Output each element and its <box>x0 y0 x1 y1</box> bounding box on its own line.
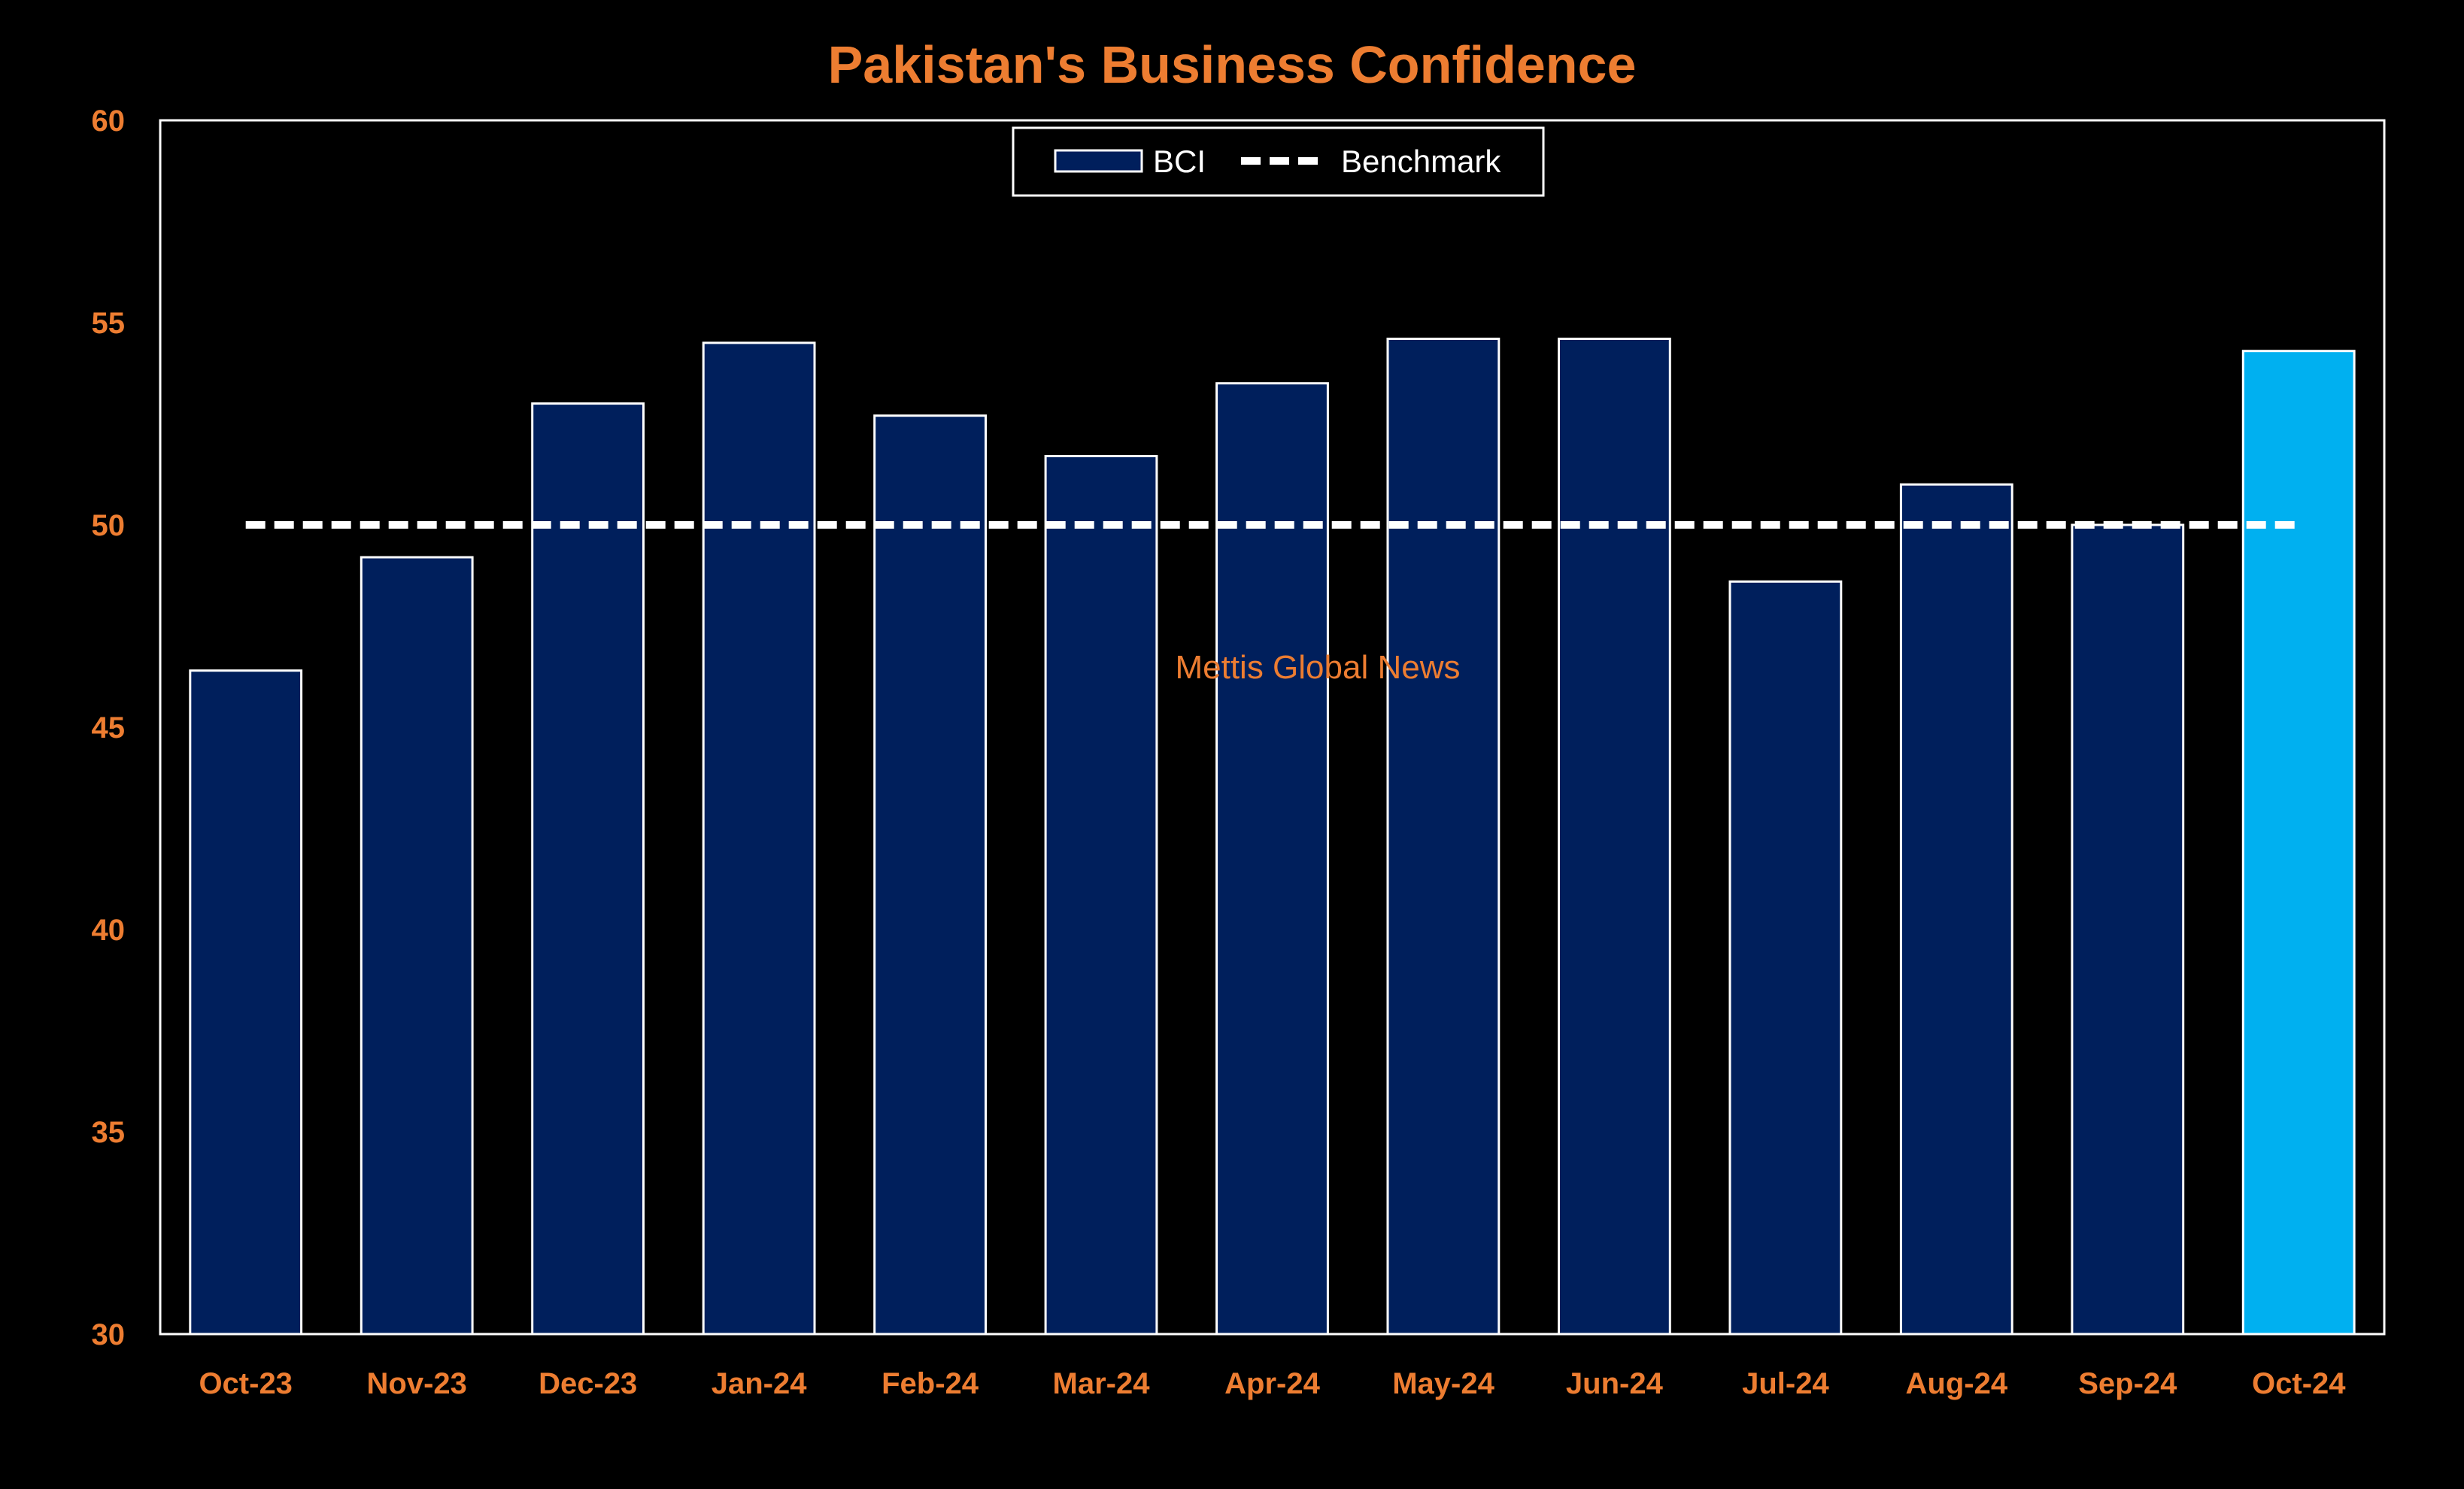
x-tick-label-jan-24: Jan-24 <box>712 1367 807 1400</box>
x-tick-label-jul-24: Jul-24 <box>1742 1367 1829 1400</box>
bar-oct-24 <box>2241 350 2356 1336</box>
bar-may-24 <box>1386 338 1501 1336</box>
bar-oct-23 <box>189 669 303 1336</box>
bar-jul-24 <box>1728 580 1843 1336</box>
y-tick-label-45: 45 <box>92 711 126 744</box>
y-axis: 30 35 40 45 50 55 60 <box>92 105 126 1351</box>
bar-jan-24 <box>702 341 816 1336</box>
y-tick-label-60: 60 <box>92 105 126 138</box>
bar-aug-24 <box>1899 483 2013 1336</box>
bar-feb-24 <box>873 414 987 1336</box>
x-tick-label-feb-24: Feb-24 <box>882 1367 979 1400</box>
x-tick-label-oct-24: Oct-24 <box>2252 1367 2346 1400</box>
legend-benchmark-label: Benchmark <box>1341 144 1501 179</box>
bars-layer <box>189 338 2356 1336</box>
y-tick-label-40: 40 <box>92 914 126 947</box>
y-tick-label-55: 55 <box>92 307 126 340</box>
x-tick-label-nov-23: Nov-23 <box>367 1367 467 1400</box>
bar-nov-23 <box>360 556 474 1336</box>
x-axis: Oct-23 Nov-23 Dec-23 Jan-24 Feb-24 Mar-24 Apr-… <box>199 1367 2346 1400</box>
chart-title: Pakistan's Business Confidence <box>828 35 1637 94</box>
bar-mar-24 <box>1044 455 1158 1336</box>
x-tick-label-aug-24: Aug-24 <box>1906 1367 2008 1400</box>
x-tick-label-oct-23: Oct-23 <box>199 1367 293 1400</box>
x-tick-label-may-24: May-24 <box>1392 1367 1494 1400</box>
bar-apr-24 <box>1215 382 1329 1336</box>
x-tick-label-apr-24: Apr-24 <box>1224 1367 1320 1400</box>
y-tick-label-50: 50 <box>92 509 126 542</box>
x-tick-label-dec-23: Dec-23 <box>539 1367 637 1400</box>
x-tick-label-jun-24: Jun-24 <box>1566 1367 1664 1400</box>
y-tick-label-35: 35 <box>92 1116 126 1149</box>
x-tick-label-mar-24: Mar-24 <box>1053 1367 1151 1400</box>
legend: BCI Benchmark <box>1012 126 1545 197</box>
bar-dec-23 <box>531 402 645 1336</box>
bar-sep-24 <box>2071 523 2185 1336</box>
legend-bci-swatch <box>1054 149 1143 173</box>
plot-area-frame <box>159 119 2386 1336</box>
y-tick-label-30: 30 <box>92 1318 126 1351</box>
legend-bci-label: BCI <box>1153 144 1206 179</box>
x-tick-label-sep-24: Sep-24 <box>2078 1367 2177 1400</box>
bar-jun-24 <box>1558 338 1671 1336</box>
watermark-text: Mettis Global News <box>1175 649 1460 686</box>
